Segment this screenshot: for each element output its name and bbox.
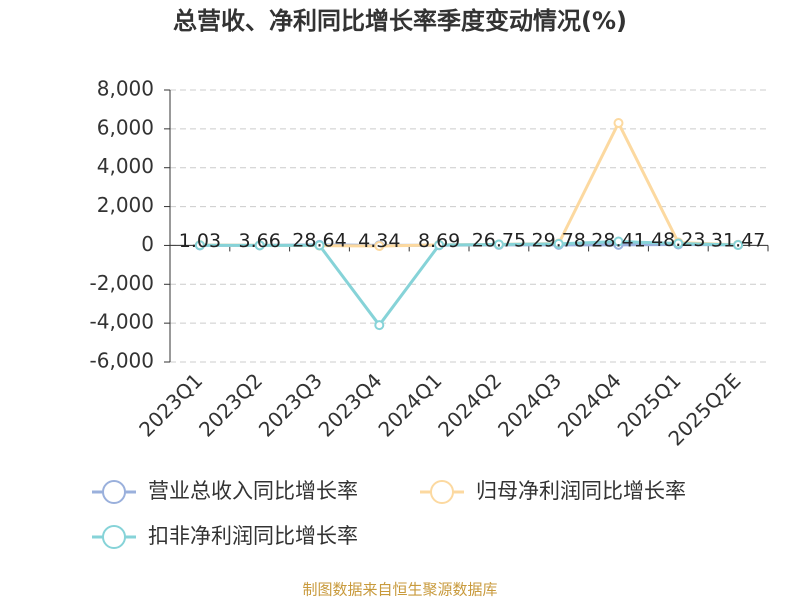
data-label: 28.64 [292,229,346,251]
data-label: 29.78 [531,229,585,251]
data-point [613,236,624,247]
data-label: 1.03 [179,230,221,252]
data-point [493,239,504,250]
legend-marker [430,480,454,504]
chart-title: 总营收、净利同比增长率季度变动情况(%) [173,7,627,35]
y-tick-label: 8,000 [97,77,154,101]
legend-marker [102,525,126,549]
legend-label: 扣非净利润同比增长率 [148,524,358,548]
y-tick-label: -6,000 [90,349,154,373]
data-point [613,118,624,129]
x-tick-label: 2024Q3 [493,368,566,441]
x-tick-label: 2023Q2 [194,368,267,441]
data-point [254,240,265,251]
x-tick-label: 2024Q2 [433,368,506,441]
legend-marker [102,480,126,504]
x-tick-label: 2024Q1 [373,368,446,441]
y-tick-label: -2,000 [90,271,154,295]
data-point [374,241,385,252]
x-tick-label: 2023Q3 [254,368,327,441]
data-point [434,240,445,251]
data-label: 3.66 [239,230,281,252]
y-tick-label: 4,000 [97,154,154,178]
series-line [199,240,739,328]
data-point [673,238,684,249]
x-tick-label: 2024Q4 [553,368,626,441]
data-label: 4.34 [358,230,400,252]
y-tick-label: -4,000 [90,310,154,334]
data-point [733,240,744,251]
y-tick-label: 2,000 [97,193,154,217]
series-line [199,119,739,248]
data-point [374,320,385,331]
data-label: 48.23 [651,229,705,251]
data-point [553,238,564,249]
data-label: 8.69 [418,230,460,252]
data-label: 26.75 [472,229,526,251]
data-point [314,240,325,251]
y-tick-label: 6,000 [97,115,154,139]
y-tick-label: 0 [141,232,154,256]
legend-label: 营业总收入同比增长率 [148,479,358,503]
x-tick-label: 2023Q4 [314,368,387,441]
legend-label: 归母净利润同比增长率 [476,479,686,503]
source-note: 制图数据来自恒生聚源数据库 [302,581,497,599]
data-label: 31.47 [711,229,765,251]
data-point [194,240,205,251]
x-tick-label: 2023Q1 [134,368,207,441]
data-label: 28.41 [591,229,645,251]
